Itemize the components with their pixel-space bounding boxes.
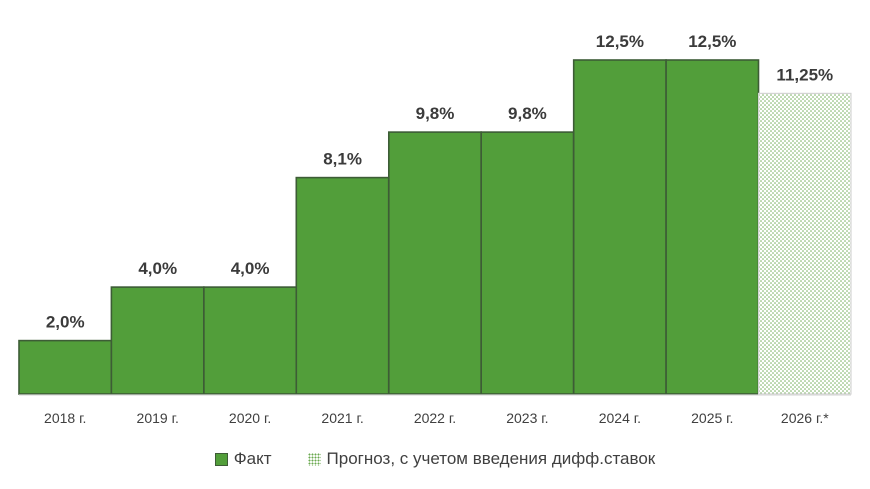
- data-label: 4,0%: [231, 259, 270, 278]
- x-axis-tick-label: 2024 г.: [599, 410, 641, 426]
- forecast-dotted-swatch-icon: [307, 452, 321, 466]
- bar-fact[interactable]: [665, 59, 760, 395]
- x-axis-tick-label: 2025 г.: [691, 410, 733, 426]
- x-axis-tick-label: 2023 г.: [506, 410, 548, 426]
- x-axis-tick-label: 2019 г.: [137, 410, 179, 426]
- bar-fact[interactable]: [572, 59, 667, 395]
- bar-forecast[interactable]: [757, 92, 852, 395]
- fact-swatch-icon: [214, 452, 228, 466]
- data-label: 12,5%: [596, 32, 644, 51]
- x-axis-tick-label: 2021 г.: [321, 410, 363, 426]
- bar-fact[interactable]: [295, 176, 390, 395]
- legend-item-forecast[interactable]: Прогноз, с учетом введения дифф.ставок: [307, 449, 656, 469]
- bar-fact[interactable]: [480, 131, 575, 395]
- bars-group: [18, 59, 852, 395]
- data-label: 9,8%: [508, 104, 547, 123]
- data-label: 2,0%: [46, 313, 85, 332]
- legend-label-forecast: Прогноз, с учетом введения дифф.ставок: [326, 449, 656, 468]
- value-labels-group: 2,0% 4,0% 4,0% 8,1% 9,8% 9,8% 12,5% 12,5% 11,25%: [46, 32, 833, 332]
- x-axis-tick-label: 2020 г.: [229, 410, 271, 426]
- category-labels-group: 2018 г. 2019 г. 2020 г. 2021 г. 2022 г. 2023 …: [44, 410, 829, 426]
- bar-fact[interactable]: [387, 131, 482, 395]
- bar-fact[interactable]: [203, 286, 298, 395]
- data-label: 8,1%: [323, 150, 362, 169]
- bar-fact[interactable]: [110, 286, 205, 395]
- x-axis-tick-label: 2018 г.: [44, 410, 86, 426]
- data-label: 9,8%: [416, 104, 455, 123]
- data-label: 12,5%: [688, 32, 736, 51]
- data-label: 4,0%: [138, 259, 177, 278]
- legend: Факт Прогноз, с учетом введения дифф.ста…: [0, 449, 870, 469]
- data-label: 11,25%: [776, 65, 833, 84]
- x-axis-tick-label: 2026 г.*: [781, 410, 829, 426]
- bar-fact[interactable]: [18, 339, 113, 395]
- x-axis-tick-label: 2022 г.: [414, 410, 456, 426]
- legend-item-fact[interactable]: Факт: [214, 449, 272, 469]
- legend-label-fact: Факт: [233, 449, 272, 468]
